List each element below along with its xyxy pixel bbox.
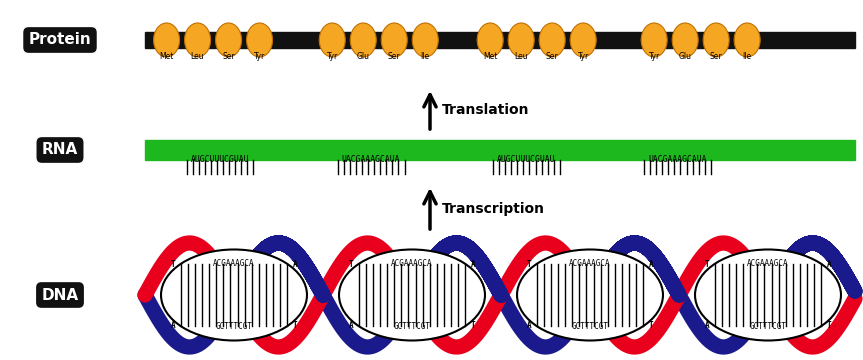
Text: AUGCUUUCGUAU: AUGCUUUCGUAU — [191, 155, 249, 164]
Ellipse shape — [319, 23, 345, 57]
Text: A: A — [471, 260, 476, 269]
Ellipse shape — [161, 249, 307, 341]
Text: T: T — [170, 260, 175, 269]
Text: T: T — [471, 321, 476, 330]
Text: Ser: Ser — [546, 52, 558, 61]
Text: ACGAAAGCA: ACGAAAGCA — [391, 258, 433, 267]
Text: A: A — [293, 260, 298, 269]
Ellipse shape — [570, 23, 596, 57]
Text: ACGAAAGCA: ACGAAAGCA — [213, 258, 255, 267]
Ellipse shape — [413, 23, 438, 57]
Text: A: A — [827, 260, 832, 269]
Text: RNA: RNA — [42, 143, 79, 158]
Text: T: T — [526, 260, 531, 269]
Text: Tyr: Tyr — [577, 52, 589, 61]
Text: T: T — [349, 260, 353, 269]
Ellipse shape — [350, 23, 376, 57]
Text: Ile: Ile — [742, 52, 752, 61]
Text: Met: Met — [160, 52, 173, 61]
Text: Ile: Ile — [420, 52, 430, 61]
Ellipse shape — [477, 23, 503, 57]
Ellipse shape — [216, 23, 242, 57]
Ellipse shape — [247, 23, 273, 57]
Ellipse shape — [672, 23, 698, 57]
Text: Tyr: Tyr — [254, 52, 265, 61]
Text: T: T — [827, 321, 832, 330]
Text: Leu: Leu — [191, 52, 205, 61]
Text: ACGAAAGCA: ACGAAAGCA — [570, 258, 611, 267]
Text: Glu: Glu — [678, 52, 691, 61]
Text: Ser: Ser — [223, 52, 235, 61]
Text: A: A — [349, 321, 353, 330]
Ellipse shape — [154, 23, 180, 57]
Text: AUGCUUUCGUAU: AUGCUUUCGUAU — [497, 155, 556, 164]
Text: A: A — [170, 321, 175, 330]
Text: Translation: Translation — [442, 103, 530, 117]
Text: Glu: Glu — [356, 52, 369, 61]
Text: Ser: Ser — [388, 52, 400, 61]
Text: A: A — [704, 321, 709, 330]
Ellipse shape — [517, 249, 663, 341]
FancyArrow shape — [145, 140, 855, 160]
Ellipse shape — [734, 23, 760, 57]
Text: A: A — [526, 321, 531, 330]
Text: GCTTTCGT: GCTTTCGT — [571, 323, 608, 332]
Text: GCTTTCGT: GCTTTCGT — [216, 323, 253, 332]
Text: GCTTTCGT: GCTTTCGT — [394, 323, 431, 332]
Text: Tyr: Tyr — [326, 52, 338, 61]
FancyArrow shape — [145, 32, 855, 48]
Ellipse shape — [641, 23, 667, 57]
Text: DNA: DNA — [41, 288, 79, 302]
Text: T: T — [704, 260, 709, 269]
Text: Met: Met — [483, 52, 497, 61]
Ellipse shape — [695, 249, 841, 341]
Ellipse shape — [381, 23, 407, 57]
Text: UACGAAAGCAUA: UACGAAAGCAUA — [648, 155, 707, 164]
Ellipse shape — [185, 23, 211, 57]
Ellipse shape — [539, 23, 565, 57]
Text: Transcription: Transcription — [442, 202, 545, 216]
Ellipse shape — [339, 249, 485, 341]
Text: Leu: Leu — [514, 52, 528, 61]
Text: GCTTTCGT: GCTTTCGT — [749, 323, 786, 332]
Text: A: A — [649, 260, 653, 269]
Ellipse shape — [508, 23, 534, 57]
Text: Tyr: Tyr — [648, 52, 660, 61]
Text: T: T — [649, 321, 653, 330]
Ellipse shape — [703, 23, 729, 57]
Text: Protein: Protein — [28, 32, 91, 48]
Text: ACGAAAGCA: ACGAAAGCA — [747, 258, 789, 267]
Text: T: T — [293, 321, 298, 330]
Text: UACGAAAGCAUA: UACGAAAGCAUA — [342, 155, 400, 164]
Text: Ser: Ser — [710, 52, 722, 61]
